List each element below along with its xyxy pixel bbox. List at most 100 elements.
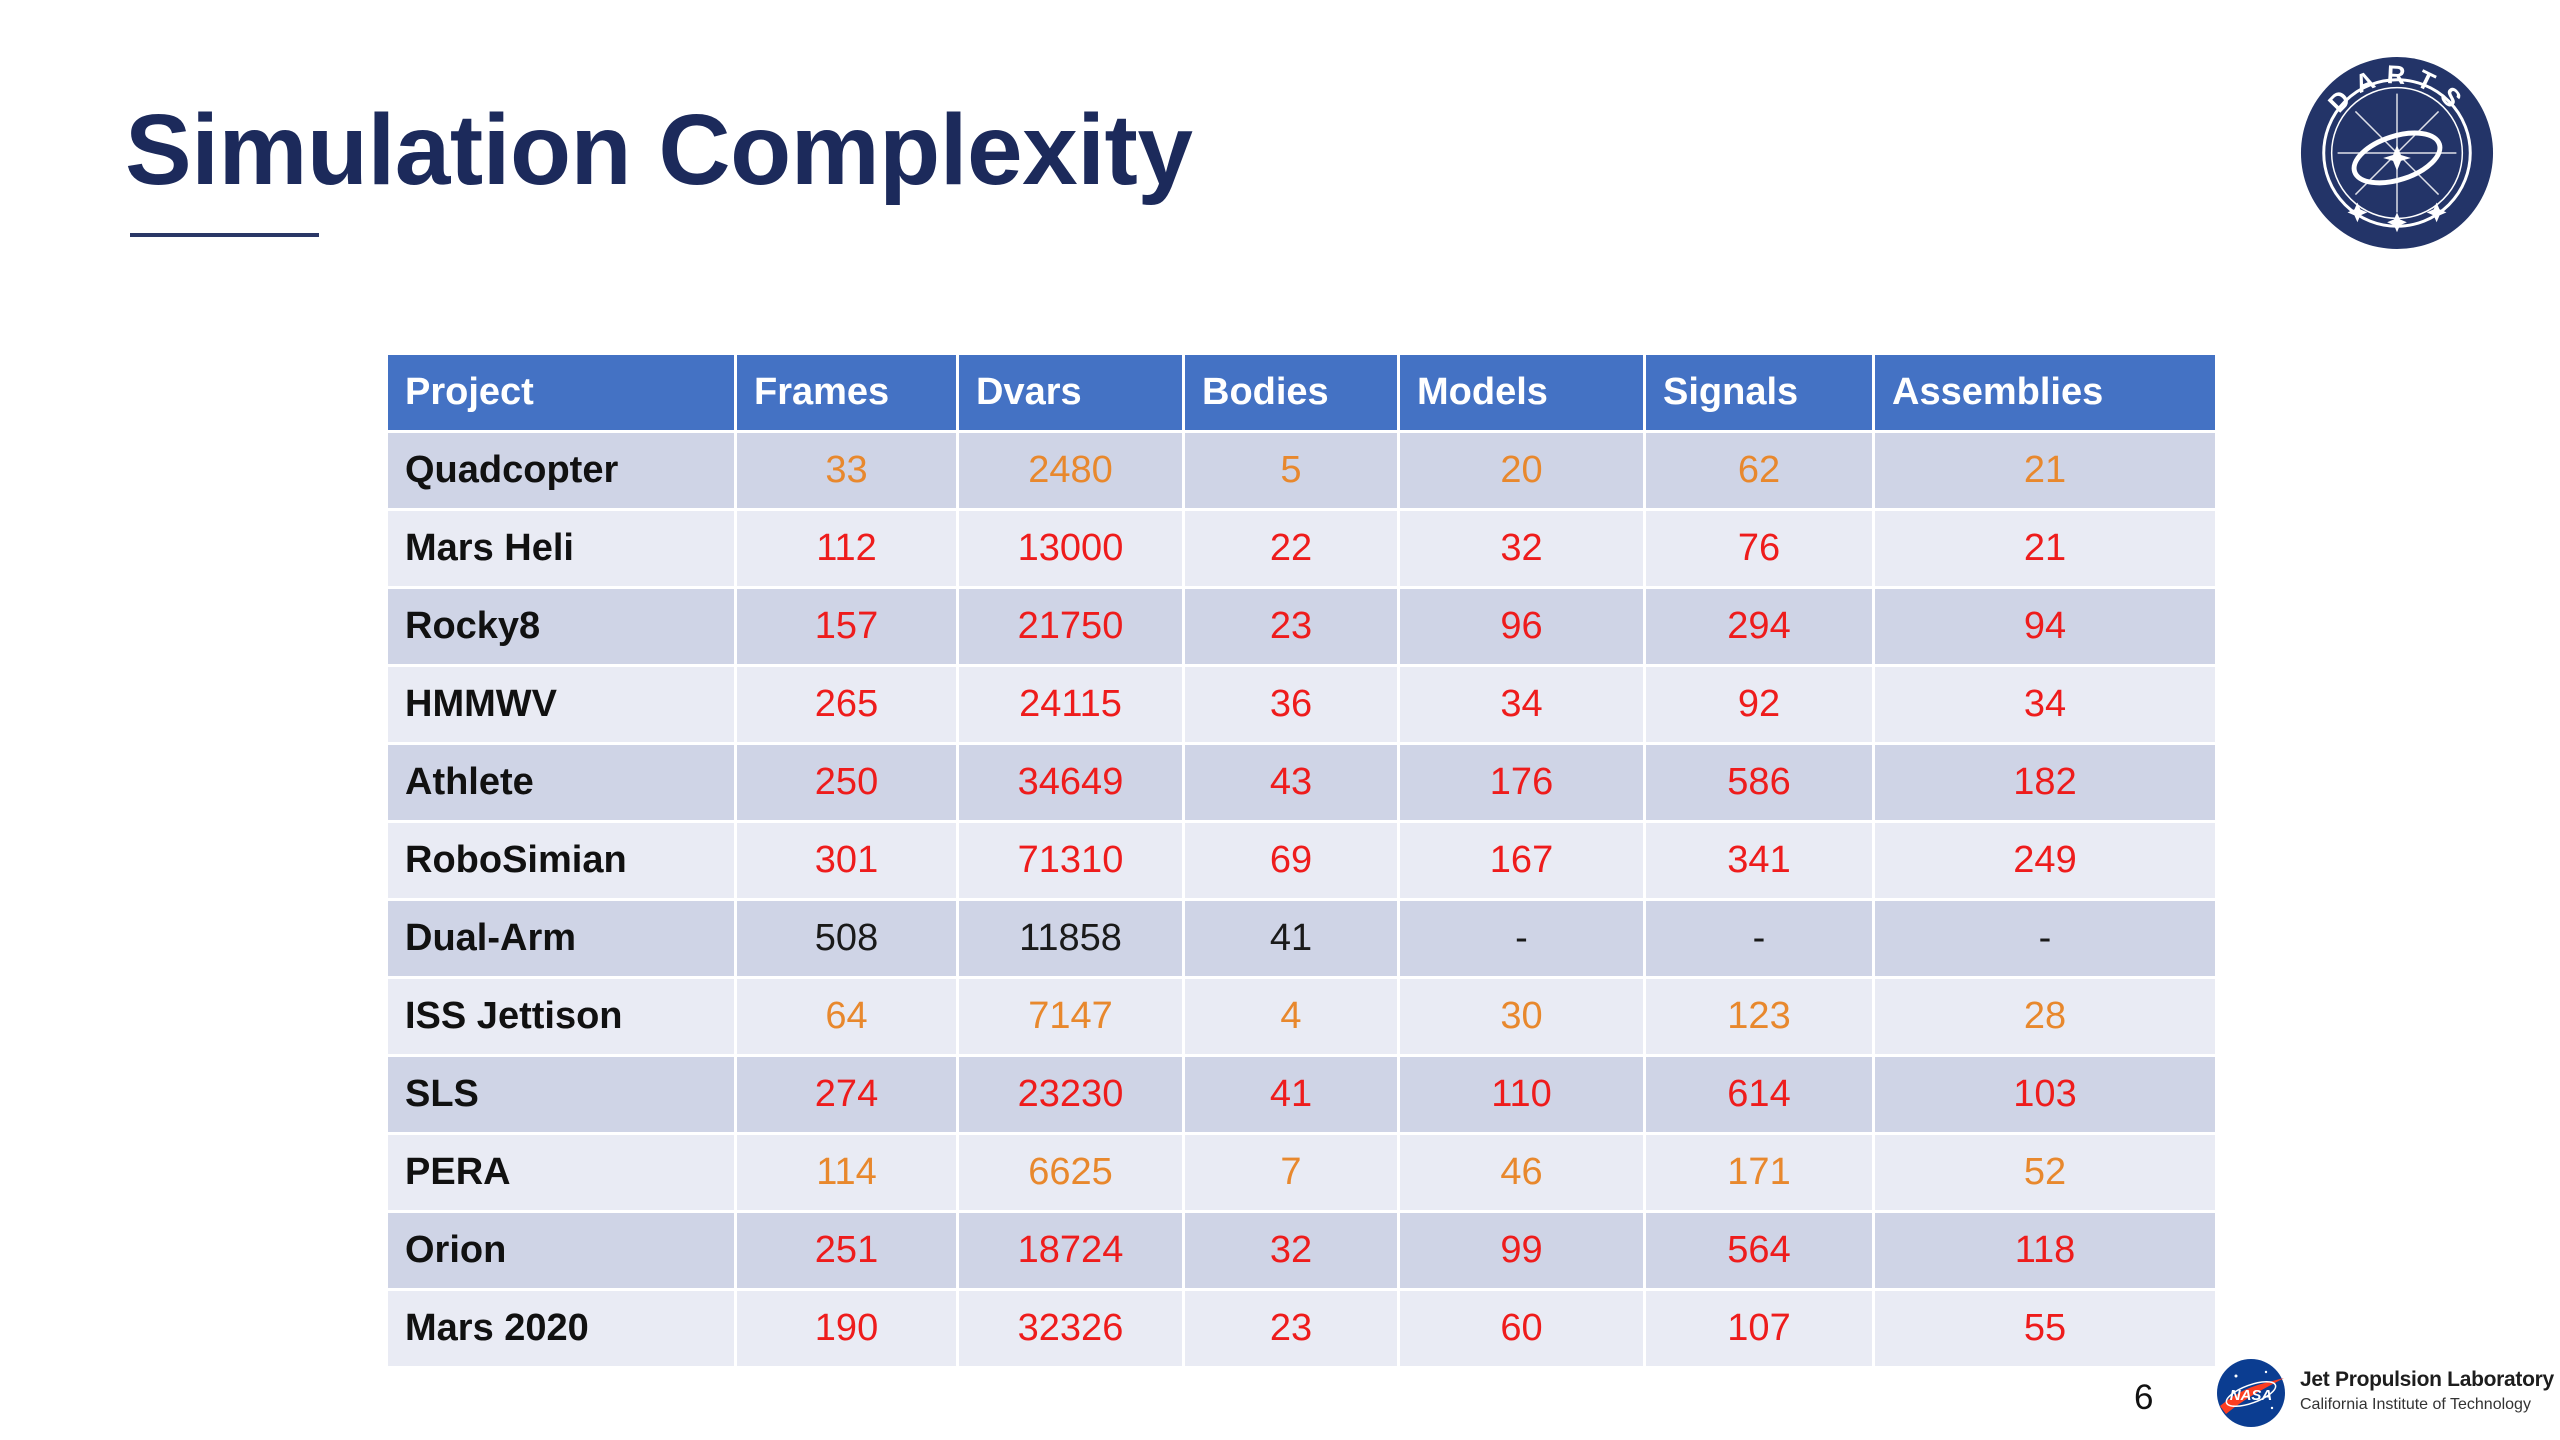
cell-models: 96 bbox=[1397, 586, 1646, 667]
cell-frames: 114 bbox=[734, 1132, 959, 1213]
header-signals: Signals bbox=[1643, 352, 1875, 433]
cell-project: Rocky8 bbox=[385, 586, 737, 667]
table-row: HMMWV 265 24115 36 34 92 34 bbox=[385, 664, 2218, 745]
cell-frames: 508 bbox=[734, 898, 959, 979]
cell-bodies: 7 bbox=[1182, 1132, 1400, 1213]
cell-assemblies: 21 bbox=[1872, 508, 2218, 589]
cell-dvars: 18724 bbox=[956, 1210, 1185, 1291]
cell-signals: 123 bbox=[1643, 976, 1875, 1057]
table-row: Orion 251 18724 32 99 564 118 bbox=[385, 1210, 2218, 1291]
cell-models: 60 bbox=[1397, 1288, 1646, 1369]
cell-frames: 274 bbox=[734, 1054, 959, 1135]
cell-bodies: 22 bbox=[1182, 508, 1400, 589]
table-row: Quadcopter 33 2480 5 20 62 21 bbox=[385, 430, 2218, 511]
cell-project: Mars 2020 bbox=[385, 1288, 737, 1369]
table-row: Mars 2020 190 32326 23 60 107 55 bbox=[385, 1288, 2218, 1369]
cell-models: - bbox=[1397, 898, 1646, 979]
cell-frames: 301 bbox=[734, 820, 959, 901]
cell-dvars: 71310 bbox=[956, 820, 1185, 901]
table-row: Dual-Arm 508 11858 41- - - bbox=[385, 898, 2218, 979]
cell-signals: 92 bbox=[1643, 664, 1875, 745]
cell-signals: 107 bbox=[1643, 1288, 1875, 1369]
cell-dvars: 32326 bbox=[956, 1288, 1185, 1369]
cell-project: ISS Jettison bbox=[385, 976, 737, 1057]
cell-project: Quadcopter bbox=[385, 430, 737, 511]
table-row: ISS Jettison 64 7147 4 30 123 28 bbox=[385, 976, 2218, 1057]
cell-assemblies: 249 bbox=[1872, 820, 2218, 901]
table-row: Rocky8 157 21750 23 96 294 94 bbox=[385, 586, 2218, 667]
table-row: PERA 114 6625 7 46 171 52 bbox=[385, 1132, 2218, 1213]
cell-signals: 62 bbox=[1643, 430, 1875, 511]
jpl-logo: NASA Jet Propulsion Laboratory Californi… bbox=[2214, 1356, 2554, 1430]
cell-signals: 586 bbox=[1643, 742, 1875, 823]
cell-signals: - bbox=[1643, 898, 1875, 979]
header-project: Project bbox=[385, 352, 737, 433]
page-number: 6 bbox=[2134, 1378, 2154, 1417]
table-row: Athlete 250 34649 43 176 586 182 bbox=[385, 742, 2218, 823]
darts-logo: DARTS bbox=[2300, 56, 2494, 250]
table-row: Mars Heli 112 13000 22 32 76 21 bbox=[385, 508, 2218, 589]
table-body: Quadcopter 33 2480 5 20 62 21 Mars Heli 112 13000… bbox=[385, 430, 2218, 1369]
cell-frames: 64 bbox=[734, 976, 959, 1057]
cell-bodies: 36 bbox=[1182, 664, 1400, 745]
nasa-meatball-icon: NASA bbox=[2217, 1359, 2285, 1427]
cell-bodies: 32 bbox=[1182, 1210, 1400, 1291]
cell-models: 99 bbox=[1397, 1210, 1646, 1291]
cell-models: 32 bbox=[1397, 508, 1646, 589]
table-row: SLS 274 23230 41 110 614 103 bbox=[385, 1054, 2218, 1135]
cell-models: 46 bbox=[1397, 1132, 1646, 1213]
cell-dvars: 21750 bbox=[956, 586, 1185, 667]
cell-assemblies: 21 bbox=[1872, 430, 2218, 511]
cell-frames: 265 bbox=[734, 664, 959, 745]
cell-models: 20 bbox=[1397, 430, 1646, 511]
cell-assemblies: 55 bbox=[1872, 1288, 2218, 1369]
cell-assemblies: 94 bbox=[1872, 586, 2218, 667]
header-assemblies: Assemblies bbox=[1872, 352, 2218, 433]
cell-project: RoboSimian bbox=[385, 820, 737, 901]
cell-assemblies: 118 bbox=[1872, 1210, 2218, 1291]
title-underline bbox=[130, 233, 319, 237]
simulation-complexity-table: Project Frames Dvars Bodies Models Signa… bbox=[385, 352, 2218, 1369]
cell-assemblies: 28 bbox=[1872, 976, 2218, 1057]
cell-dvars: 7147 bbox=[956, 976, 1185, 1057]
cell-bodies: 23 bbox=[1182, 1288, 1400, 1369]
cell-bodies: 4 bbox=[1182, 976, 1400, 1057]
header-dvars: Dvars bbox=[956, 352, 1185, 433]
cell-project: PERA bbox=[385, 1132, 737, 1213]
cell-signals: 614 bbox=[1643, 1054, 1875, 1135]
header-bodies: Bodies bbox=[1182, 352, 1400, 433]
cell-frames: 190 bbox=[734, 1288, 959, 1369]
cell-bodies: 41 bbox=[1182, 898, 1400, 979]
cell-models: 110 bbox=[1397, 1054, 1646, 1135]
cell-dvars: 11858 bbox=[956, 898, 1185, 979]
cell-project: Dual-Arm bbox=[385, 898, 737, 979]
cell-dvars: 23230 bbox=[956, 1054, 1185, 1135]
cell-models: 34 bbox=[1397, 664, 1646, 745]
cell-dvars: 24115 bbox=[956, 664, 1185, 745]
cell-assemblies: - bbox=[1872, 898, 2218, 979]
cell-project: Orion bbox=[385, 1210, 737, 1291]
cell-frames: 112 bbox=[734, 508, 959, 589]
cell-assemblies: 103 bbox=[1872, 1054, 2218, 1135]
jpl-name: Jet Propulsion Laboratory bbox=[2300, 1368, 2554, 1391]
cell-bodies: 41 bbox=[1182, 1054, 1400, 1135]
cell-dvars: 34649 bbox=[956, 742, 1185, 823]
cell-models: 167 bbox=[1397, 820, 1646, 901]
cell-frames: 33 bbox=[734, 430, 959, 511]
cell-models: 176 bbox=[1397, 742, 1646, 823]
header-frames: Frames bbox=[734, 352, 959, 433]
cell-bodies: 23 bbox=[1182, 586, 1400, 667]
cell-models: 30 bbox=[1397, 976, 1646, 1057]
cell-dvars: 6625 bbox=[956, 1132, 1185, 1213]
cell-bodies: 5 bbox=[1182, 430, 1400, 511]
cell-dvars: 13000 bbox=[956, 508, 1185, 589]
cell-project: Mars Heli bbox=[385, 508, 737, 589]
header-models: Models bbox=[1397, 352, 1646, 433]
cell-project: SLS bbox=[385, 1054, 737, 1135]
cell-bodies: 69 bbox=[1182, 820, 1400, 901]
cell-frames: 251 bbox=[734, 1210, 959, 1291]
jpl-subtitle: California Institute of Technology bbox=[2300, 1396, 2531, 1413]
cell-signals: 171 bbox=[1643, 1132, 1875, 1213]
table-header-row: Project Frames Dvars Bodies Models Signa… bbox=[385, 352, 2218, 433]
slide-title: Simulation Complexity bbox=[125, 94, 1193, 206]
